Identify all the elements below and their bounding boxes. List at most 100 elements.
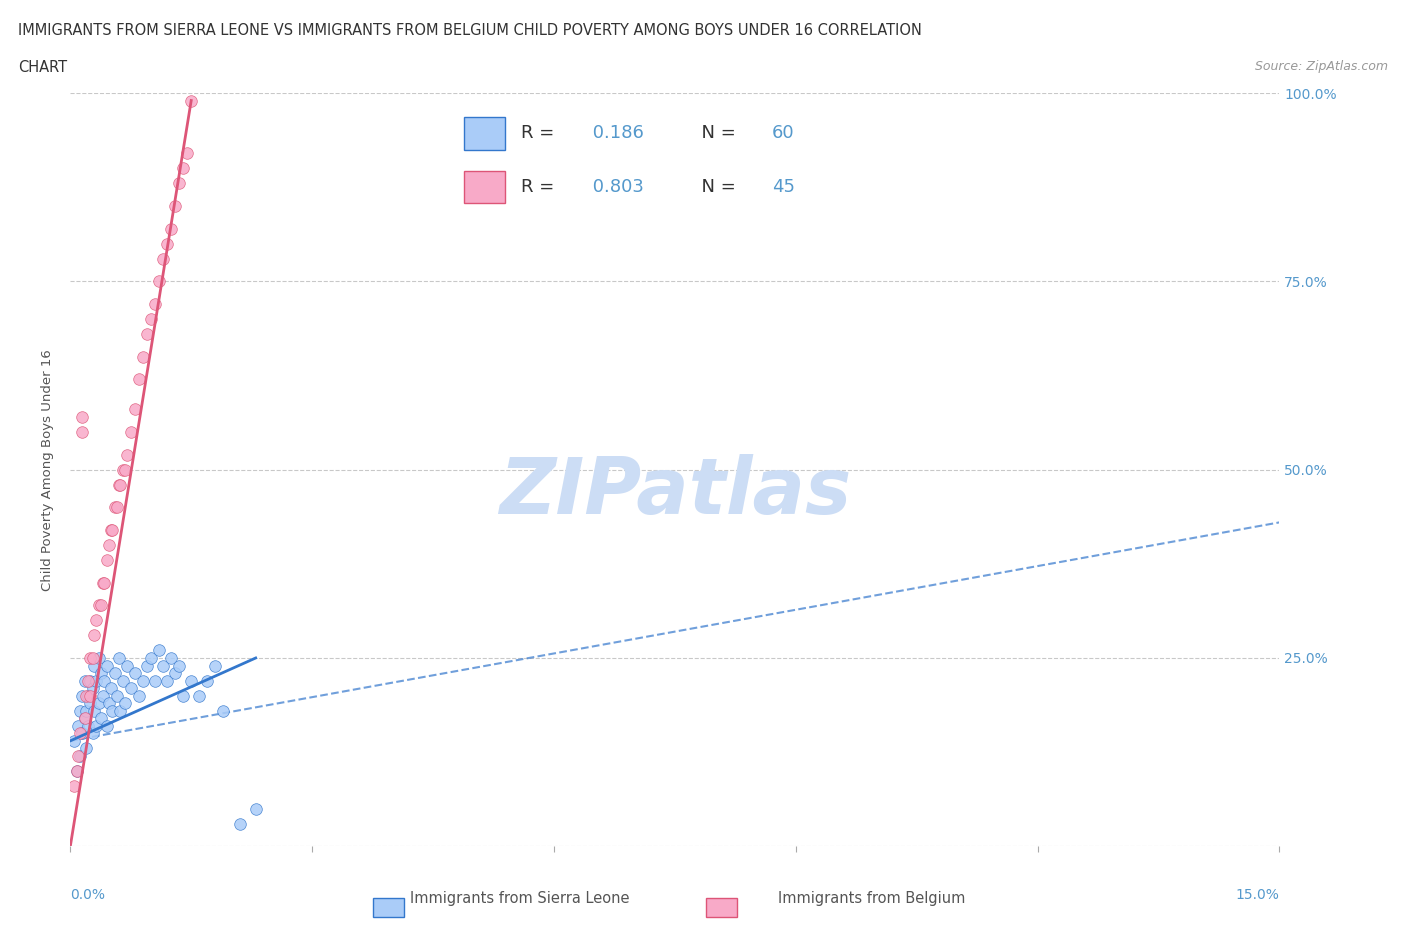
Point	[75, 741, 97, 756]
Point	[160, 651, 183, 666]
Point	[104, 666, 127, 681]
Text: Immigrants from Belgium: Immigrants from Belgium	[778, 891, 966, 906]
Point	[124, 666, 146, 681]
Text: 0.0%: 0.0%	[70, 888, 105, 902]
Point	[79, 696, 101, 711]
Point	[152, 251, 174, 266]
Point	[87, 651, 110, 666]
Point	[148, 643, 170, 658]
Point	[228, 817, 250, 831]
Point	[77, 673, 100, 688]
Text: IMMIGRANTS FROM SIERRA LEONE VS IMMIGRANTS FROM BELGIUM CHILD POVERTY AMONG BOYS: IMMIGRANTS FROM SIERRA LEONE VS IMMIGRAN…	[18, 23, 922, 38]
Point	[72, 409, 94, 424]
Point	[90, 598, 112, 613]
Point	[128, 372, 150, 387]
Point	[77, 688, 100, 703]
Point	[73, 711, 96, 725]
Point	[73, 711, 96, 725]
Point	[83, 628, 105, 643]
Point	[75, 703, 97, 718]
Point	[96, 718, 118, 733]
Point	[79, 673, 101, 688]
Point	[63, 734, 86, 749]
Point	[79, 651, 101, 666]
Point	[172, 161, 194, 176]
Point	[111, 673, 134, 688]
Point	[114, 696, 136, 711]
Point	[72, 688, 94, 703]
Point	[101, 523, 124, 538]
Point	[87, 696, 110, 711]
Point	[167, 658, 190, 673]
Point	[115, 447, 138, 462]
Point	[156, 236, 179, 251]
Point	[110, 477, 132, 492]
Point	[165, 666, 187, 681]
Point	[115, 658, 138, 673]
Point	[135, 326, 157, 341]
Point	[72, 425, 94, 440]
Point	[148, 274, 170, 289]
Point	[98, 696, 121, 711]
Point	[96, 658, 118, 673]
Point	[204, 658, 226, 673]
Point	[84, 613, 107, 628]
Point	[104, 500, 127, 515]
Point	[72, 726, 94, 741]
Point	[75, 688, 97, 703]
Point	[107, 477, 129, 492]
Point	[84, 718, 107, 733]
Text: Source: ZipAtlas.com: Source: ZipAtlas.com	[1254, 60, 1388, 73]
Point	[111, 462, 134, 477]
Point	[100, 681, 122, 696]
Point	[143, 673, 166, 688]
Point	[132, 350, 155, 365]
Point	[176, 146, 198, 161]
Text: Immigrants from Sierra Leone: Immigrants from Sierra Leone	[411, 891, 630, 906]
Point	[172, 688, 194, 703]
Point	[152, 658, 174, 673]
Point	[83, 703, 105, 718]
Point	[139, 312, 162, 326]
Point	[90, 711, 112, 725]
Point	[105, 688, 128, 703]
Point	[77, 718, 100, 733]
Point	[67, 749, 90, 764]
Point	[69, 726, 91, 741]
Point	[245, 802, 267, 817]
Point	[90, 666, 112, 681]
Point	[73, 673, 96, 688]
Point	[84, 673, 107, 688]
Point	[188, 688, 211, 703]
Point	[165, 199, 187, 214]
Point	[82, 651, 104, 666]
Point	[212, 703, 235, 718]
Point	[160, 221, 183, 236]
Text: CHART: CHART	[18, 60, 67, 75]
Point	[79, 688, 101, 703]
Point	[93, 575, 115, 591]
Point	[100, 523, 122, 538]
Point	[98, 538, 121, 552]
Point	[110, 703, 132, 718]
Point	[69, 703, 91, 718]
Point	[91, 688, 114, 703]
Point	[96, 552, 118, 567]
Point	[180, 93, 202, 108]
Point	[139, 651, 162, 666]
Point	[195, 673, 218, 688]
Point	[87, 598, 110, 613]
Point	[105, 500, 128, 515]
Point	[82, 726, 104, 741]
Point	[91, 575, 114, 591]
Y-axis label: Child Poverty Among Boys Under 16: Child Poverty Among Boys Under 16	[41, 349, 55, 591]
Point	[120, 681, 142, 696]
Point	[132, 673, 155, 688]
Point	[114, 462, 136, 477]
Point	[180, 673, 202, 688]
Point	[124, 402, 146, 417]
Point	[107, 651, 129, 666]
Point	[167, 176, 190, 191]
Text: ZIPatlas: ZIPatlas	[499, 454, 851, 530]
Point	[120, 425, 142, 440]
